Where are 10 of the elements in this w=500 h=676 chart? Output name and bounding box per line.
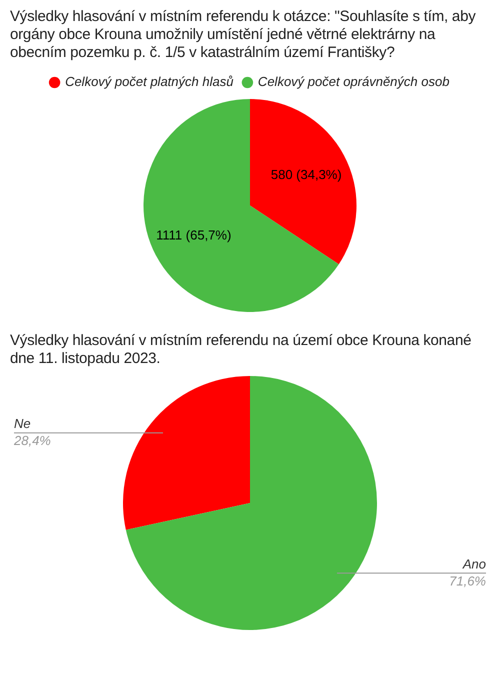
legend-label: Celkový počet platných hlasů [65, 74, 234, 90]
data-label: 1111 (65,7%) [156, 227, 232, 242]
chart-title: Výsledky hlasování v místním referendu na území obce Krouna konané dne 11. listopadu 2023. [9, 332, 472, 369]
slice-label: Ano [462, 556, 486, 572]
data-label: 28,4% [13, 432, 51, 448]
slice-label: Ne [14, 416, 31, 431]
legend-label: Celkový počet oprávněných osob [258, 74, 450, 90]
data-label: 71,6% [449, 573, 486, 588]
data-label: 580 (34,3%) [270, 166, 342, 182]
chart-title: Výsledky hlasování v místním referendu k otázce: "Souhlasíte s tím, aby orgány obce Krouna umožnily umístění jedné větrné elektrárny na obecním pozemku p. č. 1/5 v katastrálním území Františky? [9, 8, 477, 63]
